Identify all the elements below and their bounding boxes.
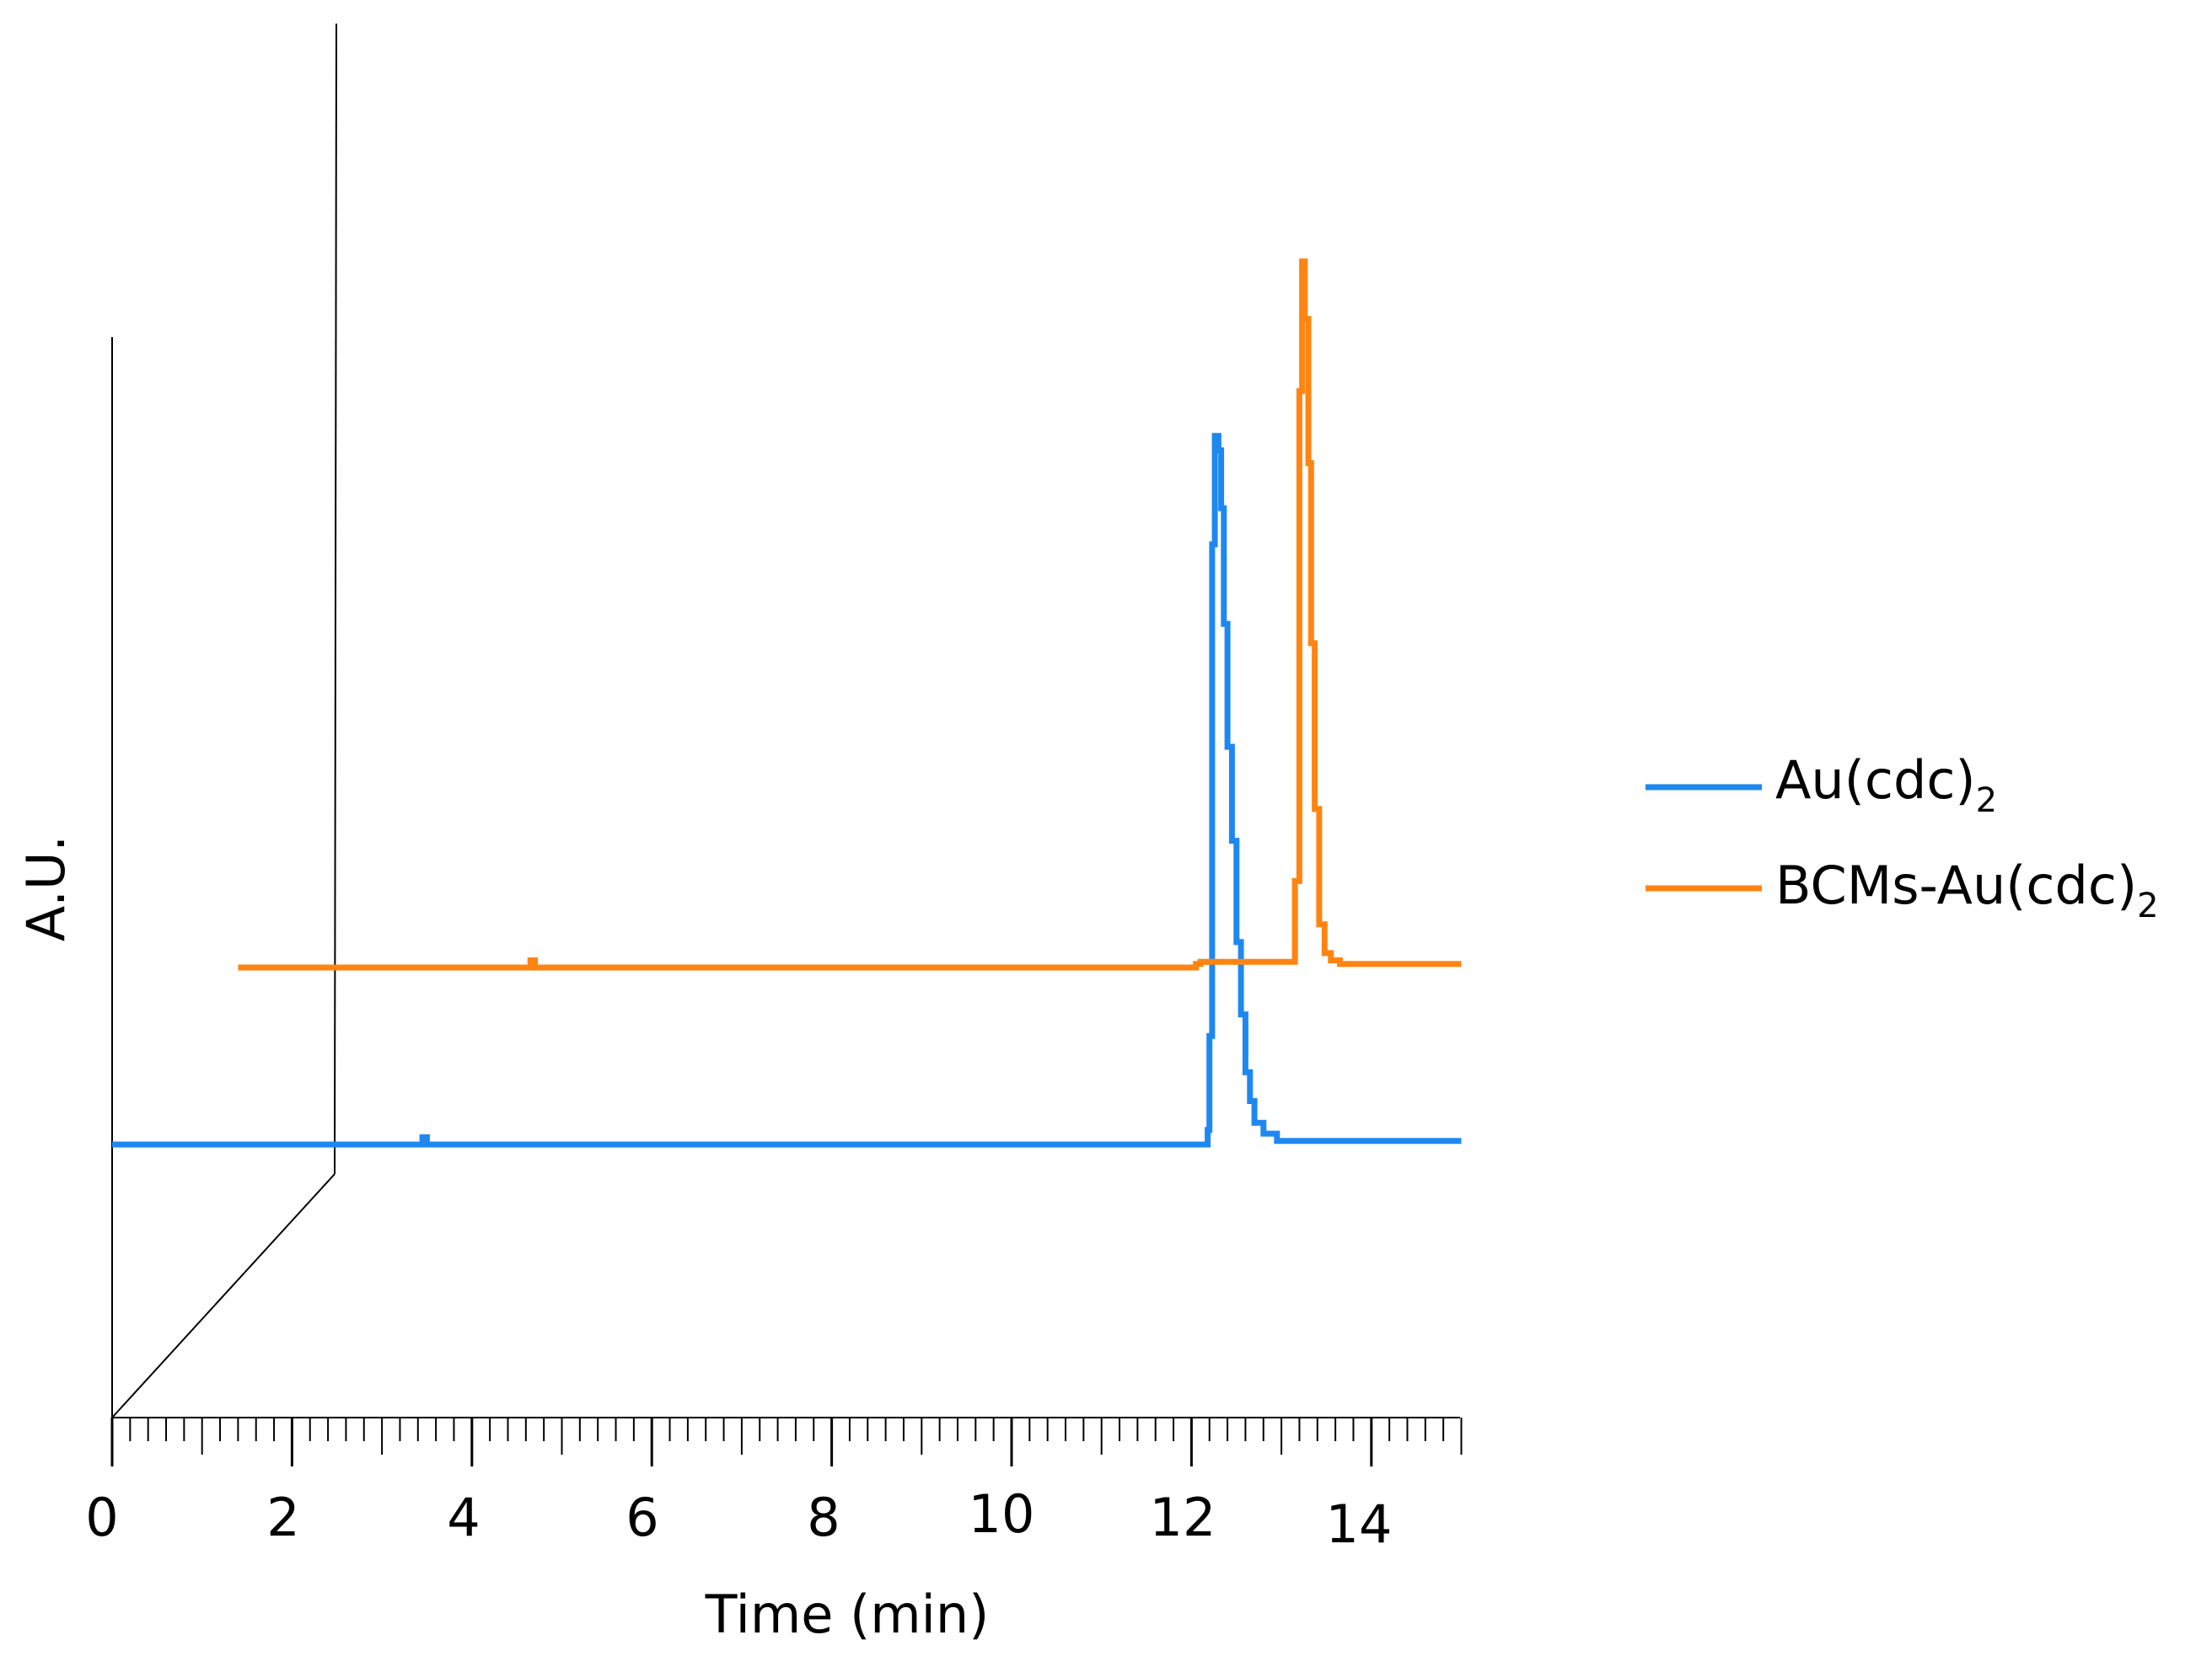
x-axis-title: Time (min) xyxy=(705,1584,990,1645)
series-bcms-au-cdc2-line xyxy=(238,258,1462,971)
x-tick-labels: 0 2 4 6 8 10 12 14 xyxy=(85,1483,1392,1555)
x-tick-label: 12 xyxy=(1150,1487,1216,1548)
x-major-ticks xyxy=(110,1418,1373,1466)
x-tick-label: 14 xyxy=(1326,1493,1393,1555)
x-tick-label: 10 xyxy=(969,1483,1035,1545)
y-axis-title: A.U. xyxy=(15,835,77,941)
x-tick-label: 8 xyxy=(807,1487,840,1548)
legend-item-au-cdc2: Au(cdc)2 xyxy=(1646,749,1997,820)
legend-item-bcms-au-cdc2: BCMs-Au(cdc)2 xyxy=(1646,855,2159,925)
axis-frame xyxy=(111,23,1460,1418)
x-minor-ticks xyxy=(129,1418,1463,1455)
x-tick-label: 4 xyxy=(447,1487,480,1548)
x-tick-label: 2 xyxy=(266,1487,299,1548)
legend: Au(cdc)2 BCMs-Au(cdc)2 xyxy=(1646,749,2159,925)
x-tick-label: 0 xyxy=(85,1487,118,1548)
legend-label: Au(cdc)2 xyxy=(1775,749,1997,820)
depth-axis xyxy=(111,1173,336,1418)
legend-label: BCMs-Au(cdc)2 xyxy=(1775,855,2159,925)
back-y-axis xyxy=(334,23,337,1175)
series-au-cdc2-line xyxy=(112,432,1462,1148)
x-tick-label: 6 xyxy=(625,1487,658,1548)
